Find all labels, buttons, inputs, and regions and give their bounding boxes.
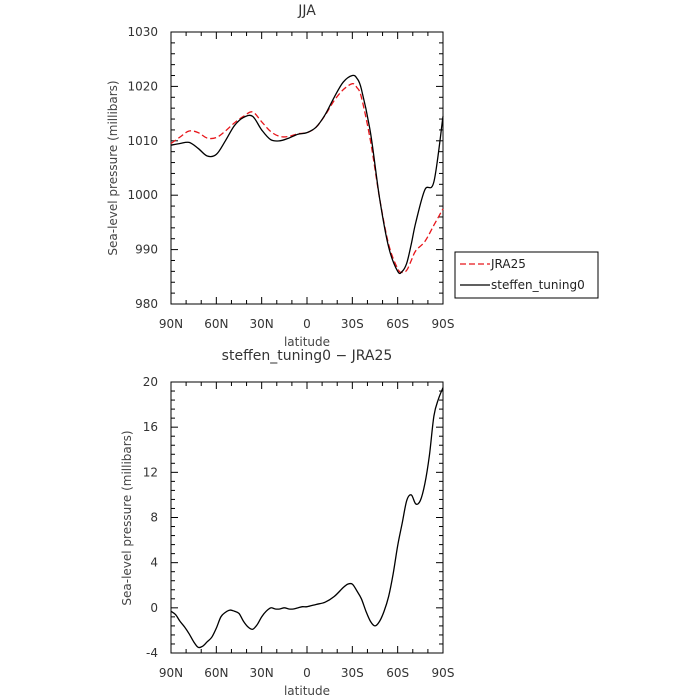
y-tick-label-0-3: 1010	[127, 134, 158, 148]
legend-box	[454, 251, 599, 299]
bottom-chart-title: steffen_tuning0 − JRA25	[222, 348, 393, 364]
x-tick-label-0-0: 90N	[159, 317, 183, 331]
x-tick-label-1-5: 60S	[386, 666, 409, 680]
top-series-lines	[170, 74, 444, 275]
y-tick-label-0-1: 990	[135, 243, 158, 257]
x-tick-label-0-6: 90S	[432, 317, 455, 331]
bottom-series-lines	[170, 387, 444, 649]
x-tick-label-1-0: 90N	[159, 666, 183, 680]
y-tick-label-0-4: 1020	[127, 79, 158, 93]
top-axes: 90N 60N 30N 0 30S 60S 90S 980 990 1000 1010 1020 103…	[127, 25, 454, 331]
x-tick-label-1-6: 90S	[432, 666, 455, 680]
x-tick-label-1-1: 60N	[204, 666, 228, 680]
y-tick-label-1-3: 8	[150, 511, 158, 525]
top-panel: JJA 90N 60N 30N 0 30S 60S 90S 980 990 1000 1010 102…	[106, 3, 599, 349]
x-tick-label-1-4: 30S	[341, 666, 364, 680]
x-tick-label-0-2: 30N	[250, 317, 274, 331]
x-tick-label-0-4: 30S	[341, 317, 364, 331]
series-line-0-jra25	[170, 82, 444, 274]
series-line-0-steffen-tuning0	[170, 74, 444, 275]
y-tick-label-1-1: 0	[150, 601, 158, 615]
top-chart-title: JJA	[297, 3, 316, 19]
series-line-1-difference	[170, 387, 444, 649]
bottom-plot-frame	[170, 381, 444, 654]
y-tick-label-0-5: 1030	[127, 25, 158, 39]
bottom-panel: steffen_tuning0 − JRA25 90N 60N 30N 0 30S 60S…	[120, 348, 454, 698]
top-legend: JRA25 steffen_tuning0	[454, 251, 599, 299]
x-tick-label-1-2: 30N	[250, 666, 274, 680]
y-tick-label-0-0: 980	[135, 297, 158, 311]
top-x-axis-label: latitude	[284, 335, 330, 349]
y-tick-label-1-2: 4	[150, 556, 158, 570]
y-tick-label-0-2: 1000	[127, 188, 158, 202]
top-y-axis-label: Sea-level pressure (millibars)	[106, 80, 120, 255]
y-tick-label-1-6: 20	[143, 375, 158, 389]
x-tick-label-0-1: 60N	[204, 317, 228, 331]
x-tick-label-0-3: 0	[303, 317, 311, 331]
y-tick-label-1-4: 12	[143, 465, 158, 479]
y-tick-label-1-0: -4	[146, 646, 158, 660]
bottom-axes: 90N 60N 30N 0 30S 60S 90S -4 0 4 8 12 16 20	[143, 375, 455, 680]
x-tick-label-0-5: 60S	[386, 317, 409, 331]
bottom-y-axis-label: Sea-level pressure (millibars)	[120, 430, 134, 605]
bottom-x-axis-label: latitude	[284, 684, 330, 698]
legend-label-steffen-tuning0: steffen_tuning0	[491, 278, 585, 292]
legend-label-jra25: JRA25	[490, 257, 526, 271]
y-tick-label-1-5: 16	[143, 420, 158, 434]
x-tick-label-1-3: 0	[303, 666, 311, 680]
top-plot-frame	[170, 31, 444, 305]
